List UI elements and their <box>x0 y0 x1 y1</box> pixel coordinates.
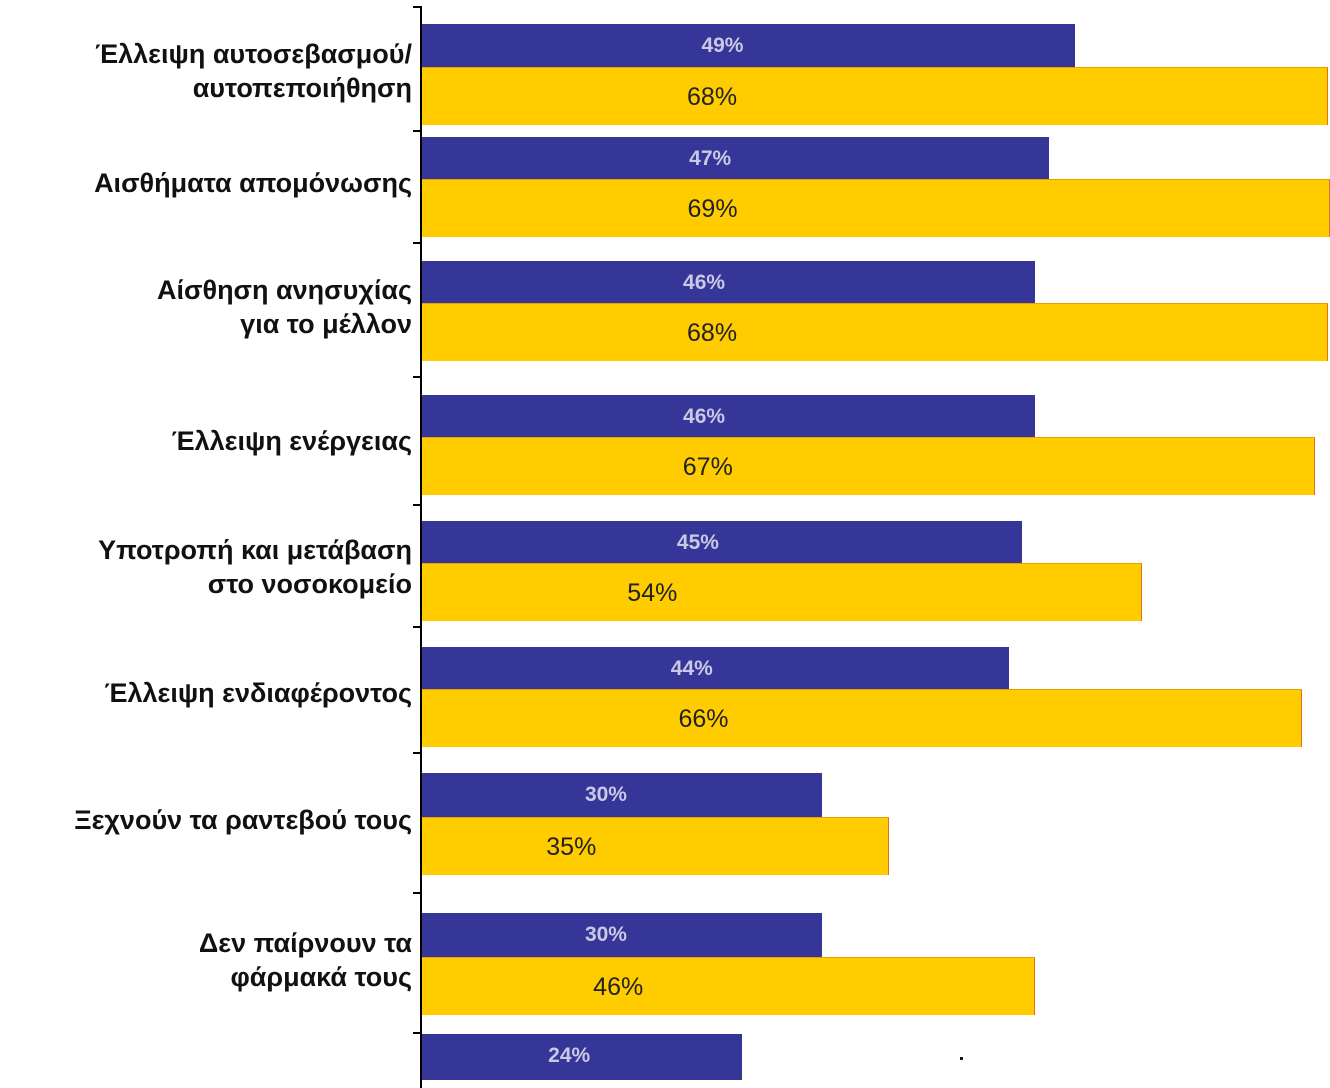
bar-series-2 <box>422 957 1036 1015</box>
data-label: 46% <box>683 405 726 428</box>
category-label: Ξεχνούν τα ραντεβού τους <box>74 805 412 835</box>
bar-series-2 <box>422 179 1330 237</box>
category-label: Έλλειψη ενδιαφέροντος <box>104 678 412 708</box>
axis-tick <box>413 626 422 628</box>
bar-series-1 <box>422 24 1076 67</box>
axis-tick <box>413 130 422 132</box>
bar-series-1 <box>422 773 822 817</box>
category-label: Έλλειψη ενέργειας <box>171 426 412 456</box>
bar-series-1 <box>422 137 1049 179</box>
category-label: Δεν παίρνουν τα φάρμακά τους <box>198 928 412 992</box>
category-axis <box>420 8 422 1088</box>
data-label: 68% <box>687 319 738 347</box>
data-label: 46% <box>593 973 644 1001</box>
bar-series-2 <box>422 817 889 875</box>
bar-series-2 <box>422 437 1316 495</box>
data-label: 47% <box>689 147 732 170</box>
axis-tick <box>413 1032 422 1034</box>
axis-tick <box>413 376 422 378</box>
bar-series-2 <box>422 689 1302 747</box>
bar-series-1 <box>422 395 1036 437</box>
category-label: Αισθήματα απομόνωσης <box>94 168 412 198</box>
data-label: 67% <box>682 453 733 481</box>
axis-tick <box>413 504 422 506</box>
data-label: 44% <box>670 657 713 680</box>
bar-series-2 <box>422 67 1329 125</box>
data-label: 35% <box>546 833 597 861</box>
data-label: 66% <box>678 705 729 733</box>
data-label: 68% <box>687 83 738 111</box>
bar-series-2 <box>422 563 1142 621</box>
bar-series-1 <box>422 1034 742 1080</box>
bar-series-1 <box>422 647 1009 689</box>
data-label: 54% <box>627 579 678 607</box>
bar-series-1 <box>422 521 1022 563</box>
data-label: 45% <box>676 531 719 554</box>
axis-tick <box>413 242 422 244</box>
axis-tick <box>413 752 422 754</box>
axis-tick <box>413 6 422 8</box>
bar-series-1 <box>422 913 822 957</box>
data-label: 69% <box>687 195 738 223</box>
data-label: 46% <box>683 271 726 294</box>
category-label: Έλλειψη αυτοσεβασμού/αυτοπεποιήθηση <box>95 38 412 103</box>
data-label: 30% <box>584 783 627 806</box>
data-label: 49% <box>701 34 744 57</box>
category-label: Αίσθηση ανησυχίας για το μέλλον <box>157 275 412 339</box>
data-label: 24% <box>548 1044 591 1067</box>
bar-series-1 <box>422 261 1036 303</box>
axis-tick <box>413 892 422 894</box>
stray-dot <box>960 1057 963 1060</box>
data-label: 30% <box>584 923 627 946</box>
bar-series-2 <box>422 303 1329 361</box>
category-label: Υποτροπή και μετάβαση στο νοσοκομείο <box>98 535 412 599</box>
